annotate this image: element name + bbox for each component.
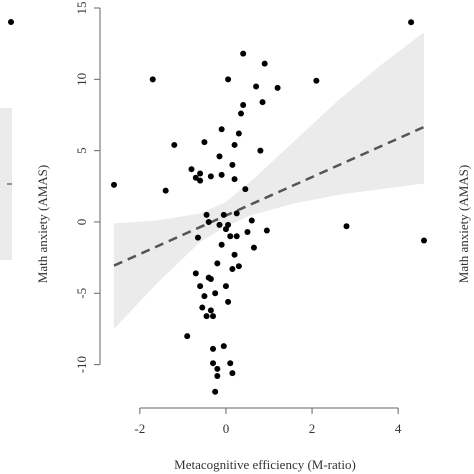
left-panel-point [8, 19, 14, 25]
left-panel-fragment [0, 19, 14, 260]
data-point [218, 171, 225, 178]
data-point [250, 244, 257, 251]
data-point [162, 187, 169, 194]
data-point [192, 174, 199, 181]
data-point [214, 373, 221, 380]
y-tick-label: 0 [74, 219, 89, 226]
data-point [218, 241, 225, 248]
data-point [197, 177, 204, 184]
data-point [197, 283, 204, 290]
data-point [207, 307, 214, 314]
y-axis-ticks: -10 -5 0 5 10 15 [74, 2, 100, 373]
data-point [203, 211, 210, 218]
data-point [222, 283, 229, 290]
data-point [218, 126, 225, 133]
data-point [231, 251, 238, 258]
data-point [227, 233, 234, 240]
data-point [214, 260, 221, 267]
data-point [263, 227, 270, 234]
x-tick-label: -2 [134, 421, 145, 436]
x-axis-ticks: -2 0 2 4 [134, 408, 402, 436]
data-point [205, 218, 212, 225]
x-tick-label: 2 [309, 421, 316, 436]
data-point [210, 345, 217, 352]
right-y-axis-title: Math anxiety (AMAS) [456, 165, 471, 283]
y-tick-label: -10 [74, 356, 89, 373]
data-point [244, 228, 251, 235]
x-tick-label: 0 [223, 421, 230, 436]
data-point [210, 313, 217, 320]
data-point [207, 173, 214, 180]
data-point [229, 266, 236, 273]
y-tick-label: 15 [74, 2, 89, 15]
data-point [201, 293, 208, 300]
data-point [233, 210, 240, 217]
data-point [259, 99, 266, 106]
data-point [210, 360, 217, 367]
data-point [233, 233, 240, 240]
data-point [257, 147, 264, 154]
y-tick-label: -5 [74, 288, 89, 299]
data-point [225, 221, 232, 228]
data-point [229, 161, 236, 168]
data-point [203, 313, 210, 320]
data-point [274, 84, 281, 91]
data-point [111, 181, 117, 188]
data-point [199, 304, 206, 311]
data-point [149, 76, 156, 83]
data-point [201, 139, 208, 146]
data-point [225, 298, 232, 305]
data-point [184, 333, 191, 340]
data-point [220, 343, 227, 350]
data-point [421, 237, 427, 244]
data-point [313, 77, 320, 84]
data-point [240, 50, 247, 57]
x-tick-label: 4 [395, 421, 402, 436]
y-tick-label: 5 [74, 147, 89, 154]
data-point [194, 234, 201, 241]
x-axis-title: Metacognitive efficiency (M-ratio) [174, 457, 356, 472]
data-point [235, 263, 242, 270]
data-point [214, 365, 221, 372]
data-point [171, 141, 178, 148]
data-point [207, 276, 214, 283]
data-point [238, 110, 245, 117]
data-point [212, 388, 219, 395]
data-point [343, 223, 350, 230]
data-point [408, 19, 415, 26]
data-point [212, 290, 219, 297]
left-panel-ci-band [0, 108, 12, 260]
data-point [253, 83, 260, 90]
data-point [197, 170, 204, 177]
data-points [111, 19, 427, 395]
data-point [235, 130, 242, 137]
data-point [188, 166, 195, 173]
data-point [240, 102, 247, 108]
data-point [248, 217, 255, 224]
data-point [216, 153, 223, 160]
confidence-band [114, 32, 424, 329]
data-point [231, 141, 238, 148]
data-point [220, 211, 227, 218]
y-tick-label: 10 [74, 73, 89, 86]
data-point [229, 370, 236, 377]
confidence-band-area [114, 32, 424, 329]
data-point [261, 60, 268, 67]
regression-line-group [113, 125, 425, 267]
axes: -2 0 2 4 -10 -5 0 5 10 15 [74, 2, 402, 437]
data-point [225, 76, 232, 83]
data-point [227, 360, 234, 367]
regression-line [113, 125, 425, 267]
data-point [242, 186, 249, 193]
data-point [231, 176, 238, 183]
data-point [216, 221, 223, 228]
data-point [192, 270, 199, 277]
y-axis-title: Math anxiety (AMAS) [35, 165, 50, 283]
